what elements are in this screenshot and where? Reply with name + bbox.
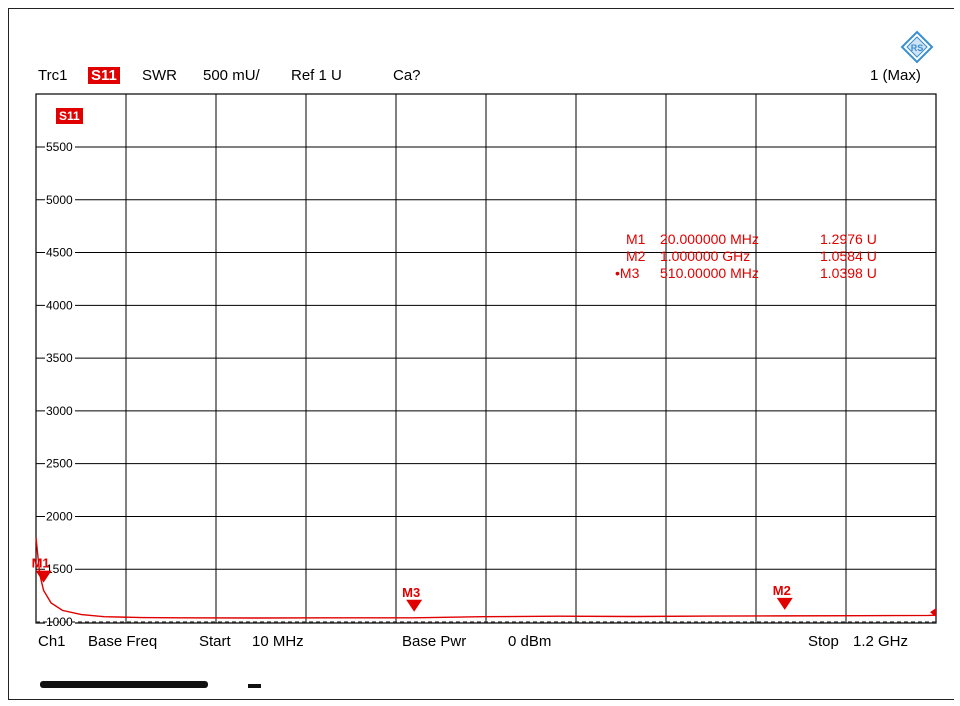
stop-value: 1.2 GHz bbox=[853, 633, 909, 650]
redacted-mark-small bbox=[248, 684, 261, 688]
svg-text:RS: RS bbox=[911, 43, 924, 53]
pwr-value: 0 dBm bbox=[508, 633, 552, 650]
tick-label-bg bbox=[45, 510, 75, 523]
tick-label-bg bbox=[45, 246, 75, 259]
marker-table-freq: 20.000000 MHz bbox=[660, 231, 759, 247]
base-pwr-label: Base Pwr bbox=[402, 633, 467, 650]
trace-label: Trc1 bbox=[38, 67, 68, 84]
trace-s11 bbox=[35, 537, 937, 619]
marker-table-value: 1.2976 U bbox=[820, 231, 877, 247]
channel-label: Ch1 bbox=[38, 633, 66, 650]
tick-label-bg bbox=[45, 404, 75, 417]
trace-tag[interactable]: S11 bbox=[56, 108, 83, 124]
instrument-frame bbox=[8, 8, 954, 700]
rohde-schwarz-logo: RS bbox=[900, 30, 934, 64]
tick-label-bg bbox=[45, 299, 75, 312]
trace-end-marker bbox=[930, 608, 936, 618]
y-tick-label: 4500 bbox=[46, 246, 73, 260]
scale-label: 500 mU/ bbox=[203, 67, 260, 84]
marker-table-freq: 1.000000 GHz bbox=[660, 248, 750, 264]
format-label: SWR bbox=[142, 67, 177, 84]
y-tick-label: 5000 bbox=[46, 193, 73, 207]
y-tick-label: 1500 bbox=[46, 562, 73, 576]
marker-table-name: •M3 bbox=[615, 265, 640, 281]
y-tick-label: 2000 bbox=[46, 509, 73, 523]
marker-m1-triangle bbox=[35, 570, 52, 583]
trace-max-label: 1 (Max) bbox=[870, 67, 921, 84]
start-label: Start bbox=[199, 633, 231, 650]
s11-param[interactable]: S11 bbox=[88, 67, 120, 84]
tick-label-bg bbox=[45, 193, 75, 206]
marker-m3-label: M3 bbox=[402, 585, 420, 600]
start-value: 10 MHz bbox=[252, 633, 304, 650]
tick-label-bg bbox=[45, 352, 75, 365]
tick-label-bg bbox=[45, 141, 75, 153]
ref-label: Ref 1 U bbox=[291, 67, 342, 84]
y-tick-label: 5500 bbox=[46, 140, 73, 154]
y-tick-label: 3500 bbox=[46, 351, 73, 365]
marker-m2-label: M2 bbox=[773, 583, 791, 598]
marker-table-value: 1.0398 U bbox=[820, 265, 877, 281]
base-freq-label: Base Freq bbox=[88, 633, 158, 650]
marker-m3-triangle bbox=[406, 599, 423, 612]
cal-status: Ca? bbox=[393, 67, 421, 84]
y-tick-label: 4000 bbox=[46, 298, 73, 312]
redacted-mark bbox=[40, 681, 208, 688]
tick-label-bg bbox=[45, 563, 75, 576]
marker-m2-triangle bbox=[776, 597, 793, 610]
stop-label: Stop bbox=[808, 633, 839, 650]
s11-tag[interactable]: S11 bbox=[88, 67, 120, 84]
y-tick-label: 2500 bbox=[46, 457, 73, 471]
marker-table-freq: 510.00000 MHz bbox=[660, 265, 759, 281]
marker-table-name: M2 bbox=[626, 248, 646, 264]
marker-table-value: 1.0584 U bbox=[820, 248, 877, 264]
marker-table-name: M1 bbox=[626, 231, 646, 247]
y-tick-label: 3000 bbox=[46, 404, 73, 418]
tick-label-bg bbox=[45, 457, 75, 470]
marker-m1-label: M1 bbox=[32, 556, 50, 571]
